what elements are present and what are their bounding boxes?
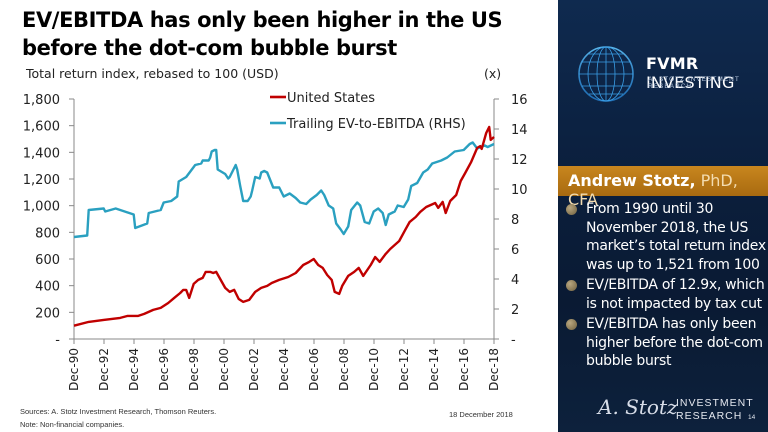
key-point: From 1990 until 30 November 2018, the US… — [564, 200, 766, 274]
united-states-line — [73, 125, 495, 327]
author: Andrew Stotz, PhD, CFA — [568, 171, 768, 209]
sources-note: Sources: A. Stotz Investment Research, T… — [20, 407, 217, 416]
left-tick-label: 200 — [35, 306, 60, 321]
chart-legend: United States Trailing EV-to-EBITDA (RHS) — [270, 91, 466, 132]
x-tick-label: Dec-96 — [157, 348, 171, 391]
right-tick-label: 6 — [511, 243, 519, 258]
left-axis-title: Total return index, rebased to 100 (USD) — [26, 66, 279, 81]
key-points: From 1990 until 30 November 2018, the US… — [564, 200, 766, 373]
key-point-text: From 1990 until 30 November 2018, the US… — [586, 201, 766, 273]
brand-tagline: A. STOTZ INVESTMENT RESEARCH — [648, 76, 740, 90]
key-point: EV/EBITDA of 12.9x, which is not impacte… — [564, 276, 766, 313]
x-tick-label: Dec-10 — [367, 348, 381, 391]
footer-line-2: RESEARCH — [676, 410, 743, 422]
key-point: EV/EBITDA has only been higher before th… — [564, 315, 766, 371]
right-tick-label: 2 — [511, 303, 519, 318]
x-tick-label: Dec-94 — [127, 348, 141, 391]
key-point-text: EV/EBITDA of 12.9x, which is not impacte… — [586, 277, 765, 312]
right-tick-label: 12 — [511, 153, 528, 168]
x-tick-label: Dec-02 — [247, 348, 261, 391]
x-tick-label: Dec-12 — [397, 348, 411, 391]
ev-to-ebitda-line — [73, 141, 495, 239]
x-tick-label: Dec-04 — [277, 348, 291, 391]
x-tick-label: Dec-92 — [97, 348, 111, 391]
footer-line-1: INVESTMENT — [676, 397, 754, 409]
companies-note: Note: Non-financial companies. — [20, 420, 125, 429]
left-tick-label: 600 — [35, 253, 60, 268]
legend-label: United States — [287, 91, 375, 106]
right-axis-unit: (x) — [484, 66, 502, 81]
right-tick-label: 4 — [511, 273, 519, 288]
slide-date: 18 December 2018 — [449, 410, 513, 419]
left-tick-label: 1,200 — [23, 173, 60, 188]
brand-rest: INVESTING — [646, 73, 735, 92]
bullet-icon — [566, 319, 577, 330]
left-tick-label: 400 — [35, 280, 60, 295]
right-tick-label: 14 — [511, 123, 528, 138]
slide-title: EV/EBITDA has only been higher in the US… — [22, 8, 503, 60]
left-tick-label: 1,800 — [23, 93, 60, 108]
author-bar — [558, 166, 768, 196]
bullet-icon — [566, 204, 577, 215]
author-name: Andrew Stotz, — [568, 171, 696, 190]
brand-bold: FVMR — [646, 54, 699, 73]
signature-logo: A. Stotz — [598, 395, 678, 419]
x-tick-label: Dec-90 — [67, 348, 81, 391]
side-panel: FVMR INVESTING A. STOTZ INVESTMENT RESEA… — [558, 0, 768, 432]
chart-lines — [73, 125, 495, 327]
x-tick-label: Dec-06 — [307, 348, 321, 391]
x-tick-label: Dec-08 — [337, 348, 351, 391]
chart: - 200 400 600 800 1,000 1,200 1,400 1,600 1,800 - 2… — [23, 91, 528, 391]
x-tick-label: Dec-18 — [487, 348, 501, 391]
x-tick-label: Dec-98 — [187, 348, 201, 391]
bullet-icon — [566, 280, 577, 291]
footer-logo-text: INVESTMENT RESEARCH — [676, 397, 754, 423]
x-tick-label: Dec-00 — [217, 348, 231, 391]
right-tick-label: - — [511, 333, 516, 348]
globe-icon — [578, 46, 634, 102]
author-credentials: PhD, CFA — [568, 171, 738, 209]
x-tick-label: Dec-14 — [427, 348, 441, 391]
left-tick-label: 1,400 — [23, 146, 60, 161]
key-point-text: EV/EBITDA has only been higher before th… — [586, 316, 763, 369]
left-tick-label: 800 — [35, 226, 60, 241]
left-tick-label: 1,000 — [23, 200, 60, 215]
footnotes: Sources: A. Stotz Investment Research, T… — [20, 405, 216, 431]
left-tick-label: 1,600 — [23, 120, 60, 135]
x-tick-label: Dec-16 — [457, 348, 471, 391]
right-tick-label: 10 — [511, 183, 528, 198]
right-tick-label: 16 — [511, 93, 528, 108]
chart-axes: - 200 400 600 800 1,000 1,200 1,400 1,600 1,800 - 2… — [23, 93, 528, 391]
brand-name: FVMR INVESTING — [646, 54, 768, 92]
left-tick-label: - — [55, 333, 60, 348]
right-tick-label: 8 — [511, 213, 519, 228]
legend-label: Trailing EV-to-EBITDA (RHS) — [286, 117, 466, 132]
page-number: 14 — [748, 414, 756, 421]
